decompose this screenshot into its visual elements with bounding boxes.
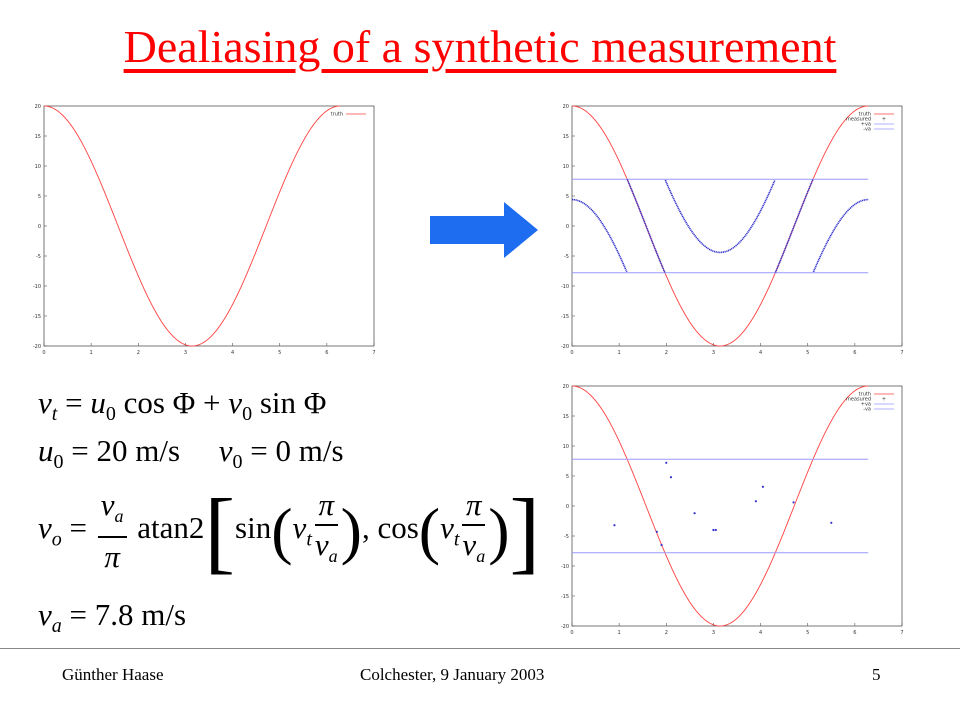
footer-divider xyxy=(0,648,960,649)
y-tick-label: -20 xyxy=(33,344,41,350)
y-tick-label: 20 xyxy=(35,104,41,110)
plot-aliased-measurement: 0 1 2 3 4 5 6 7 20 15 10 5 0 -5 -10 -15 -20 truthmeasured… xyxy=(561,104,904,356)
y-tick-label: 15 xyxy=(563,134,569,140)
y-tick-label: -15 xyxy=(561,594,569,600)
legend-label: +va xyxy=(861,402,871,408)
y-tick-label: -5 xyxy=(36,254,41,260)
series-measured-line xyxy=(571,198,628,273)
y-tick-label: 15 xyxy=(35,134,41,140)
series-truth-line xyxy=(571,105,869,347)
legend-label: measured xyxy=(846,117,871,123)
measured-point xyxy=(792,501,795,504)
measured-point xyxy=(665,461,668,464)
x-tick-label: 7 xyxy=(900,350,903,356)
x-tick-label: 3 xyxy=(184,350,187,356)
x-tick-label: 6 xyxy=(325,350,328,356)
x-tick-label: 5 xyxy=(278,350,281,356)
measured-point xyxy=(714,528,717,532)
x-tick-label: 3 xyxy=(712,630,715,636)
legend-label: truth xyxy=(859,392,871,398)
x-tick-label: 4 xyxy=(759,630,762,636)
y-tick-label: 10 xyxy=(563,164,569,170)
x-tick-label: 2 xyxy=(665,350,668,356)
x-tick-label: 3 xyxy=(712,350,715,356)
y-tick-label: -10 xyxy=(33,284,41,290)
equation-vt: vt = u0 cos Φ + v0 sin Φ xyxy=(38,385,327,426)
series-measured-line xyxy=(626,179,666,273)
measured-point xyxy=(613,524,616,527)
legend-label: -va xyxy=(863,127,871,133)
x-tick-label: 0 xyxy=(570,630,573,636)
y-tick-label: 20 xyxy=(563,104,569,110)
measured-point xyxy=(712,528,715,532)
legend-label: truth xyxy=(331,112,343,118)
y-tick-label: -5 xyxy=(564,534,569,540)
plot-truth-only: 0 1 2 3 4 5 6 7 20 15 10 5 0 -5 -10 -15 -20 truth xyxy=(33,104,376,356)
legend-label: +va xyxy=(861,122,871,128)
y-tick-label: 5 xyxy=(566,194,569,200)
equations-block: vt = u0 cos Φ + v0 sin Φ u0 = 20 m/s v0 … xyxy=(38,385,541,638)
y-tick-label: 10 xyxy=(563,444,569,450)
x-tick-label: 5 xyxy=(806,630,809,636)
footer-event: Colchester, 9 January 2003 xyxy=(360,665,545,684)
y-tick-label: 0 xyxy=(566,224,569,230)
x-tick-label: 6 xyxy=(853,630,856,636)
legend-marker: + xyxy=(882,397,886,403)
y-tick-label: -15 xyxy=(33,314,41,320)
x-tick-label: 0 xyxy=(42,350,45,356)
y-tick-label: -15 xyxy=(561,314,569,320)
series-truth-line xyxy=(43,105,341,347)
y-tick-label: -10 xyxy=(561,564,569,570)
right-arrow-icon xyxy=(430,202,538,258)
legend-label: measured xyxy=(846,397,871,403)
legend-label: truth xyxy=(859,112,871,118)
series-truth-line xyxy=(571,385,869,627)
x-tick-label: 1 xyxy=(618,630,621,636)
y-tick-label: -10 xyxy=(561,284,569,290)
plot-dealiased-scatter: 0 1 2 3 4 5 6 7 20 15 10 5 0 -5 -10 -15 -20 truthmeasured… xyxy=(561,384,904,636)
measured-point xyxy=(830,521,833,524)
y-tick-label: 10 xyxy=(35,164,41,170)
x-tick-label: 1 xyxy=(90,350,93,356)
equation-va: va = 7.8 m/s xyxy=(38,597,187,638)
x-tick-label: 2 xyxy=(137,350,140,356)
footer-author: Günther Haase xyxy=(62,665,164,684)
plot-frame xyxy=(43,105,375,347)
plot-frame xyxy=(571,105,903,347)
x-tick-label: 7 xyxy=(900,630,903,636)
y-tick-label: -20 xyxy=(561,344,569,350)
equation-vo: vo = va π atan2[sin(vt π va), cos(vt π va)] xyxy=(38,480,541,582)
footer-page-number: 5 xyxy=(872,665,881,684)
y-tick-label: 5 xyxy=(38,194,41,200)
x-tick-label: 6 xyxy=(853,350,856,356)
y-tick-label: -5 xyxy=(564,254,569,260)
plot-frame xyxy=(571,385,903,627)
x-tick-label: 2 xyxy=(665,630,668,636)
y-tick-label: 0 xyxy=(38,224,41,230)
measured-point xyxy=(761,485,765,488)
series-measured-line xyxy=(812,198,869,273)
x-tick-label: 5 xyxy=(806,350,809,356)
y-tick-label: 20 xyxy=(563,384,569,390)
y-tick-label: 0 xyxy=(566,504,569,510)
measured-point xyxy=(669,476,673,479)
measured-point xyxy=(660,543,663,547)
y-tick-label: 5 xyxy=(566,474,569,480)
y-tick-label: 15 xyxy=(563,414,569,420)
measured-point xyxy=(655,530,658,533)
measured-point xyxy=(754,500,757,503)
legend-marker: + xyxy=(882,117,886,123)
legend-label: -va xyxy=(863,407,871,413)
x-tick-label: 7 xyxy=(372,350,375,356)
x-tick-label: 0 xyxy=(570,350,573,356)
x-tick-label: 4 xyxy=(231,350,234,356)
equation-u0-v0: u0 = 20 m/s v0 = 0 m/s xyxy=(38,433,344,474)
x-tick-label: 4 xyxy=(759,350,762,356)
x-tick-label: 1 xyxy=(618,350,621,356)
series-measured-line xyxy=(664,179,776,254)
y-tick-label: -20 xyxy=(561,624,569,630)
measured-point xyxy=(693,512,696,515)
series-measured-line xyxy=(774,179,814,273)
slide-title: Dealiasing of a synthetic measurement xyxy=(123,21,837,72)
